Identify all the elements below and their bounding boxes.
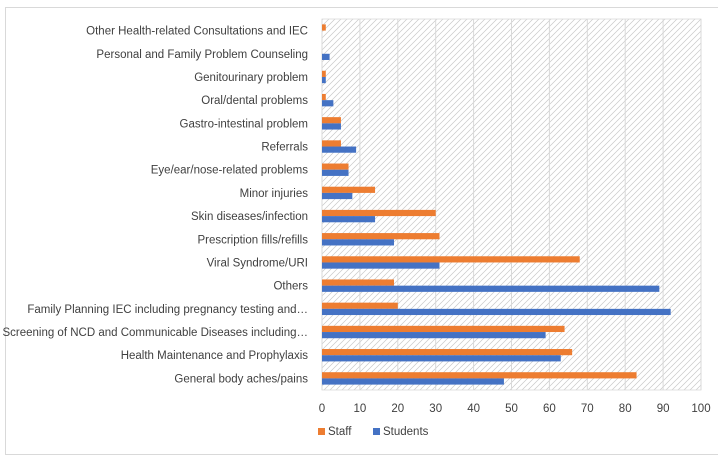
bar-students [322,378,504,385]
bar-students [322,239,395,246]
bar-staff [322,349,573,356]
legend-label: Students [383,426,429,438]
bar-students [322,146,357,153]
bar-students [322,169,349,176]
bar-students [322,53,330,60]
legend-swatch [318,428,325,435]
bar-students [322,123,341,130]
bar-staff [322,117,341,124]
x-tick-label: 80 [619,403,632,415]
bar-staff [322,163,349,170]
category-label: Prescription fills/refills [197,234,308,246]
category-label: Others [273,281,308,293]
bar-staff [322,24,326,31]
category-label: Screening of NCD and Communicable Diseas… [2,327,308,339]
category-label: Family Planning IEC including pregnancy … [27,304,308,316]
bar-students [322,355,561,362]
bar-staff [322,233,440,240]
x-tick-label: 100 [691,403,710,415]
bar-staff [322,279,395,286]
bar-staff [322,140,341,147]
category-label: Personal and Family Problem Counseling [96,49,308,61]
bar-staff [322,256,580,263]
category-label: Referrals [261,142,308,154]
bar-staff [322,302,398,309]
category-label: Viral Syndrome/URI [207,257,308,269]
bar-students [322,308,671,316]
category-label: Skin diseases/infection [191,211,308,223]
bar-staff [322,186,376,193]
category-label: General body aches/pains [174,373,308,385]
bar-staff [322,209,436,217]
category-label: Genitourinary problem [194,72,308,84]
category-label: Other Health-related Consultations and I… [86,26,308,38]
bar-students [322,216,376,223]
category-label: Minor injuries [240,188,309,200]
bar-students [322,285,660,292]
bars [322,24,671,385]
x-tick-label: 40 [467,403,480,415]
bar-staff [322,93,326,101]
bar-staff [322,372,637,379]
category-label: Gastro-intestinal problem [180,118,308,130]
bar-staff [322,70,326,77]
x-tick-label: 30 [429,403,442,415]
bar-staff [322,325,565,333]
x-tick-label: 20 [391,403,404,415]
legend-swatch [373,428,380,435]
x-tick-label: 70 [581,403,594,415]
x-tick-label: 0 [319,403,325,415]
bar-students [322,100,334,107]
category-labels: General body aches/pains Health Maintenan… [2,26,308,386]
x-tick-labels: 0 10 20 30 40 50 60 70 80 90 100 [319,403,711,415]
bar-students [322,76,326,84]
x-tick-label: 90 [657,403,670,415]
bar-students [322,192,353,200]
legend: Staff Students [318,426,429,438]
legend-label: Staff [328,426,352,438]
category-label: Health Maintenance and Prophylaxis [121,350,309,362]
bar-students [322,262,440,269]
x-tick-label: 50 [505,403,518,415]
bar-students [322,332,546,339]
category-label: Eye/ear/nose-related problems [151,165,308,177]
category-label: Oral/dental problems [201,95,308,107]
x-tick-label: 10 [354,403,367,415]
x-tick-label: 60 [543,403,556,415]
